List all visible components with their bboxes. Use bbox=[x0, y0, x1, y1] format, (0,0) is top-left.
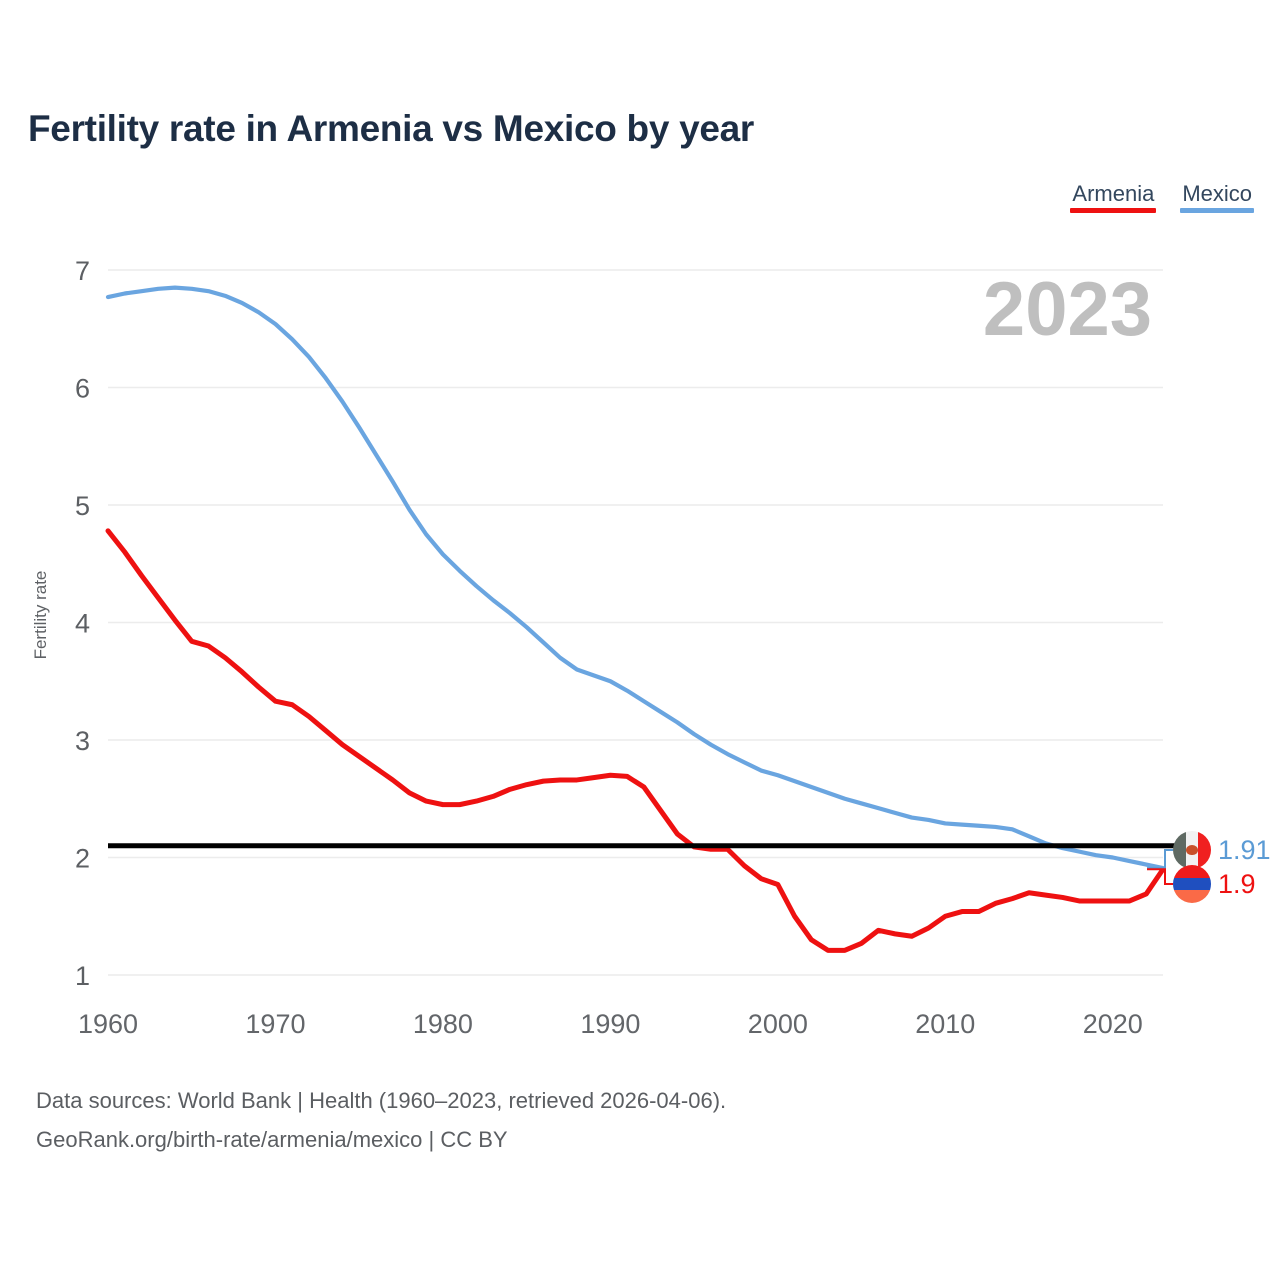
armenia-flag-icon bbox=[1173, 865, 1211, 903]
y-tick-label: 2 bbox=[75, 844, 90, 874]
end-value-armenia: 1.9 bbox=[1218, 868, 1256, 899]
legend-label-mexico: Mexico bbox=[1182, 181, 1252, 206]
series-line-armenia bbox=[105, 528, 1166, 953]
y-tick-label: 4 bbox=[75, 609, 90, 639]
page-title: Fertility rate in Armenia vs Mexico by y… bbox=[28, 108, 755, 149]
end-label-armenia[interactable]: 1.9 bbox=[1173, 865, 1256, 903]
y-axis-ticks: 1 2 3 4 5 6 7 bbox=[75, 256, 90, 991]
legend: Armenia Mexico bbox=[1070, 181, 1254, 214]
y-tick-label: 3 bbox=[75, 726, 90, 756]
mexico-flag-icon bbox=[1173, 831, 1211, 869]
legend-swatch-armenia bbox=[1070, 208, 1157, 214]
x-tick-label: 1970 bbox=[245, 1009, 305, 1039]
leader-line-mexico bbox=[1147, 849, 1173, 870]
x-tick-label: 2010 bbox=[915, 1009, 975, 1039]
y-tick-label: 1 bbox=[75, 961, 90, 991]
gridlines bbox=[108, 269, 1163, 976]
x-tick-label: 1980 bbox=[413, 1009, 473, 1039]
end-value-mexico: 1.91 bbox=[1218, 834, 1271, 865]
legend-swatch-mexico bbox=[1180, 208, 1254, 214]
y-tick-label: 6 bbox=[75, 374, 90, 404]
legend-label-armenia: Armenia bbox=[1072, 181, 1155, 206]
series-line-mexico bbox=[105, 285, 1166, 871]
x-tick-label: 2020 bbox=[1083, 1009, 1143, 1039]
x-tick-label: 1960 bbox=[78, 1009, 138, 1039]
data-series bbox=[105, 285, 1166, 953]
leader-line-armenia bbox=[1147, 868, 1173, 885]
footer-line-sources: Data sources: World Bank | Health (1960–… bbox=[36, 1088, 727, 1113]
year-watermark: 2023 bbox=[982, 267, 1152, 352]
end-label-mexico[interactable]: 1.91 bbox=[1173, 831, 1271, 869]
end-label-leaders bbox=[1147, 849, 1173, 885]
y-tick-label: 7 bbox=[75, 256, 90, 286]
x-axis-ticks: 1960 1970 1980 1990 2000 2010 2020 bbox=[78, 1009, 1143, 1039]
x-tick-label: 2000 bbox=[748, 1009, 808, 1039]
y-axis-title: Fertility rate bbox=[31, 571, 50, 660]
y-tick-label: 5 bbox=[75, 491, 90, 521]
footer-line-url[interactable]: GeoRank.org/birth-rate/armenia/mexico | … bbox=[36, 1126, 508, 1152]
x-tick-label: 1990 bbox=[580, 1009, 640, 1039]
footer: Data sources: World Bank | Health (1960–… bbox=[36, 1082, 726, 1159]
legend-item-armenia[interactable]: Armenia bbox=[1070, 181, 1157, 214]
legend-item-mexico[interactable]: Mexico bbox=[1180, 181, 1254, 214]
